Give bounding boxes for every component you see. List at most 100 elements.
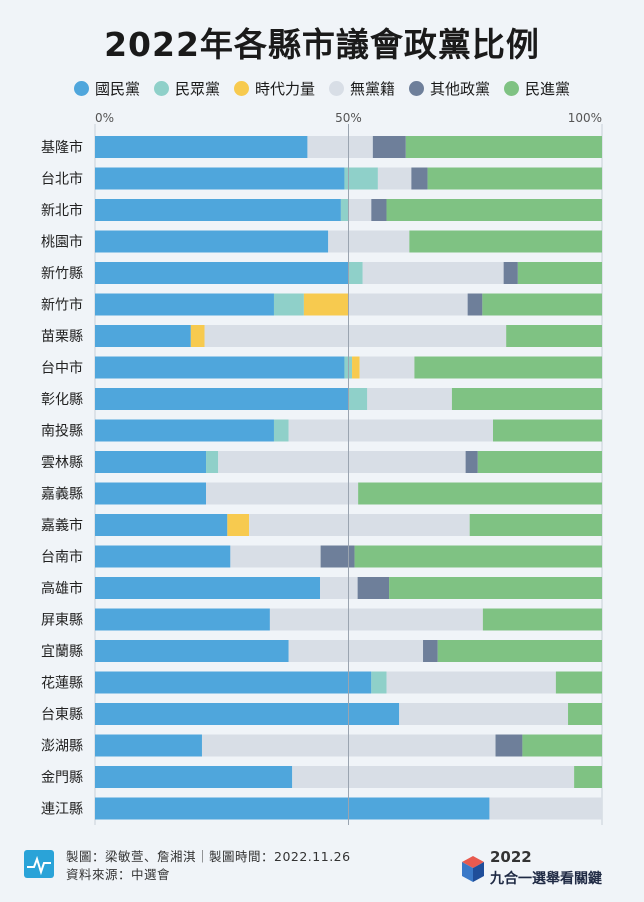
bar-segment [451,388,602,410]
bar-segment [95,766,293,788]
bar-segment [348,199,372,221]
chart-logo-icon [24,850,54,878]
bar-segment [227,514,250,536]
bar-segment [359,356,415,379]
category-label: 金門縣 [41,770,83,786]
bar-segment [423,640,438,662]
bar-segment [568,703,602,725]
category-label: 台中市 [41,360,83,377]
legend-swatch-tpp [153,81,169,96]
bar-segment [414,356,602,379]
bar-segment [273,293,304,316]
bar-segment [95,797,490,820]
category-label: 新北市 [41,202,83,219]
x-tick-label: 50% [335,111,362,125]
bar-segment [427,167,602,190]
bar-segment [386,199,602,221]
x-tick-label: 100% [568,111,602,125]
bar-segment [303,293,349,316]
bar-segment [95,482,207,505]
bar-segment [190,325,205,347]
bar-segment [95,199,341,221]
bar-segment [95,608,270,631]
bar-segment [492,419,602,442]
bar-segment [95,703,400,725]
bar-segment [95,514,228,536]
credit-line-1: 製圖：梁敏萱、詹湘淇｜製圖時間：2022.11.26 [66,849,351,864]
legend-swatch-npp [233,81,249,96]
bar-segment [354,545,602,568]
cube-logo-icon [462,856,484,882]
bar-segment [95,230,329,253]
bar-segment [517,262,602,284]
category-label: 南投縣 [41,424,83,440]
bar-segment [320,577,358,599]
bar-segment [348,262,363,284]
category-label: 台南市 [41,549,83,566]
bar-segment [482,293,602,316]
bar-segment [307,136,373,158]
footer: 製圖：梁敏萱、詹湘淇｜製圖時間：2022.11.26 資料來源：中選會 2022… [0,838,644,902]
category-label: 連江縣 [41,802,83,818]
bar-segment [249,514,470,536]
bar-segment [399,703,569,725]
brand: 2022 九合一選舉看關鍵 [460,848,620,892]
legend-item-tpp: 民眾黨 [153,78,220,99]
bar-segment [218,451,466,473]
category-label: 嘉義縣 [41,486,83,503]
bar-segment [340,199,349,221]
legend-label-other: 其他政黨 [430,80,491,98]
bar-segment [371,671,387,694]
bar-segment [95,451,207,473]
category-label: 新竹市 [41,297,83,314]
category-label: 屏東縣 [41,613,83,629]
bar-segment [477,451,602,473]
chart-title: 2022年各縣市議會政黨比例 [104,25,540,64]
bar-segment [95,262,349,284]
legend-swatch-independent [329,81,344,96]
bar-segment [372,136,406,158]
bar-segment [469,514,602,536]
legend-item-independent: 無黨籍 [329,78,395,99]
legend-swatch-kmt [73,81,89,96]
bar-segment [204,325,507,347]
bar-segment [574,766,602,788]
bar-segment [269,608,483,631]
bar-segment [230,545,321,568]
legend-label-npp: 時代力量 [254,80,315,98]
bar-segment [352,356,360,379]
bar-segment [95,545,231,568]
bar-segment [206,451,219,473]
category-label: 苗栗縣 [41,329,83,345]
category-label: 嘉義市 [41,517,83,534]
bar-segment [95,640,289,662]
bar-segment [503,262,518,284]
bar-segment [95,671,372,694]
bar-segment [362,262,504,284]
bar-segment [357,577,390,599]
bar-segment [489,797,602,820]
bar-segment [506,325,602,347]
legend-label-independent: 無黨籍 [350,80,396,98]
chart-legend: 國民黨 民眾黨 時代力量 無黨籍 其他政黨 民進黨 [0,78,644,99]
bar-segment [95,388,349,410]
bar-segment [95,419,274,442]
bar-segment [465,451,478,473]
legend-item-other: 其他政黨 [409,78,490,99]
bar-segment [409,230,602,253]
legend-label-tpp: 民眾黨 [174,80,220,98]
category-label: 新竹縣 [41,266,83,282]
bar-segment [288,640,424,662]
bar-segment [95,734,202,757]
bar-segment [495,734,523,757]
legend-label-dpp: 民進黨 [525,80,571,98]
legend-swatch-other [409,81,425,96]
legend-item-dpp: 民進黨 [504,78,570,99]
bar-segment [482,608,602,631]
bar-segment [344,167,378,190]
bar-segment [95,136,308,158]
bar-segment [348,293,468,316]
brand-year: 2022 [490,848,532,866]
bar-segment [367,388,452,410]
bar-segment [377,167,412,190]
